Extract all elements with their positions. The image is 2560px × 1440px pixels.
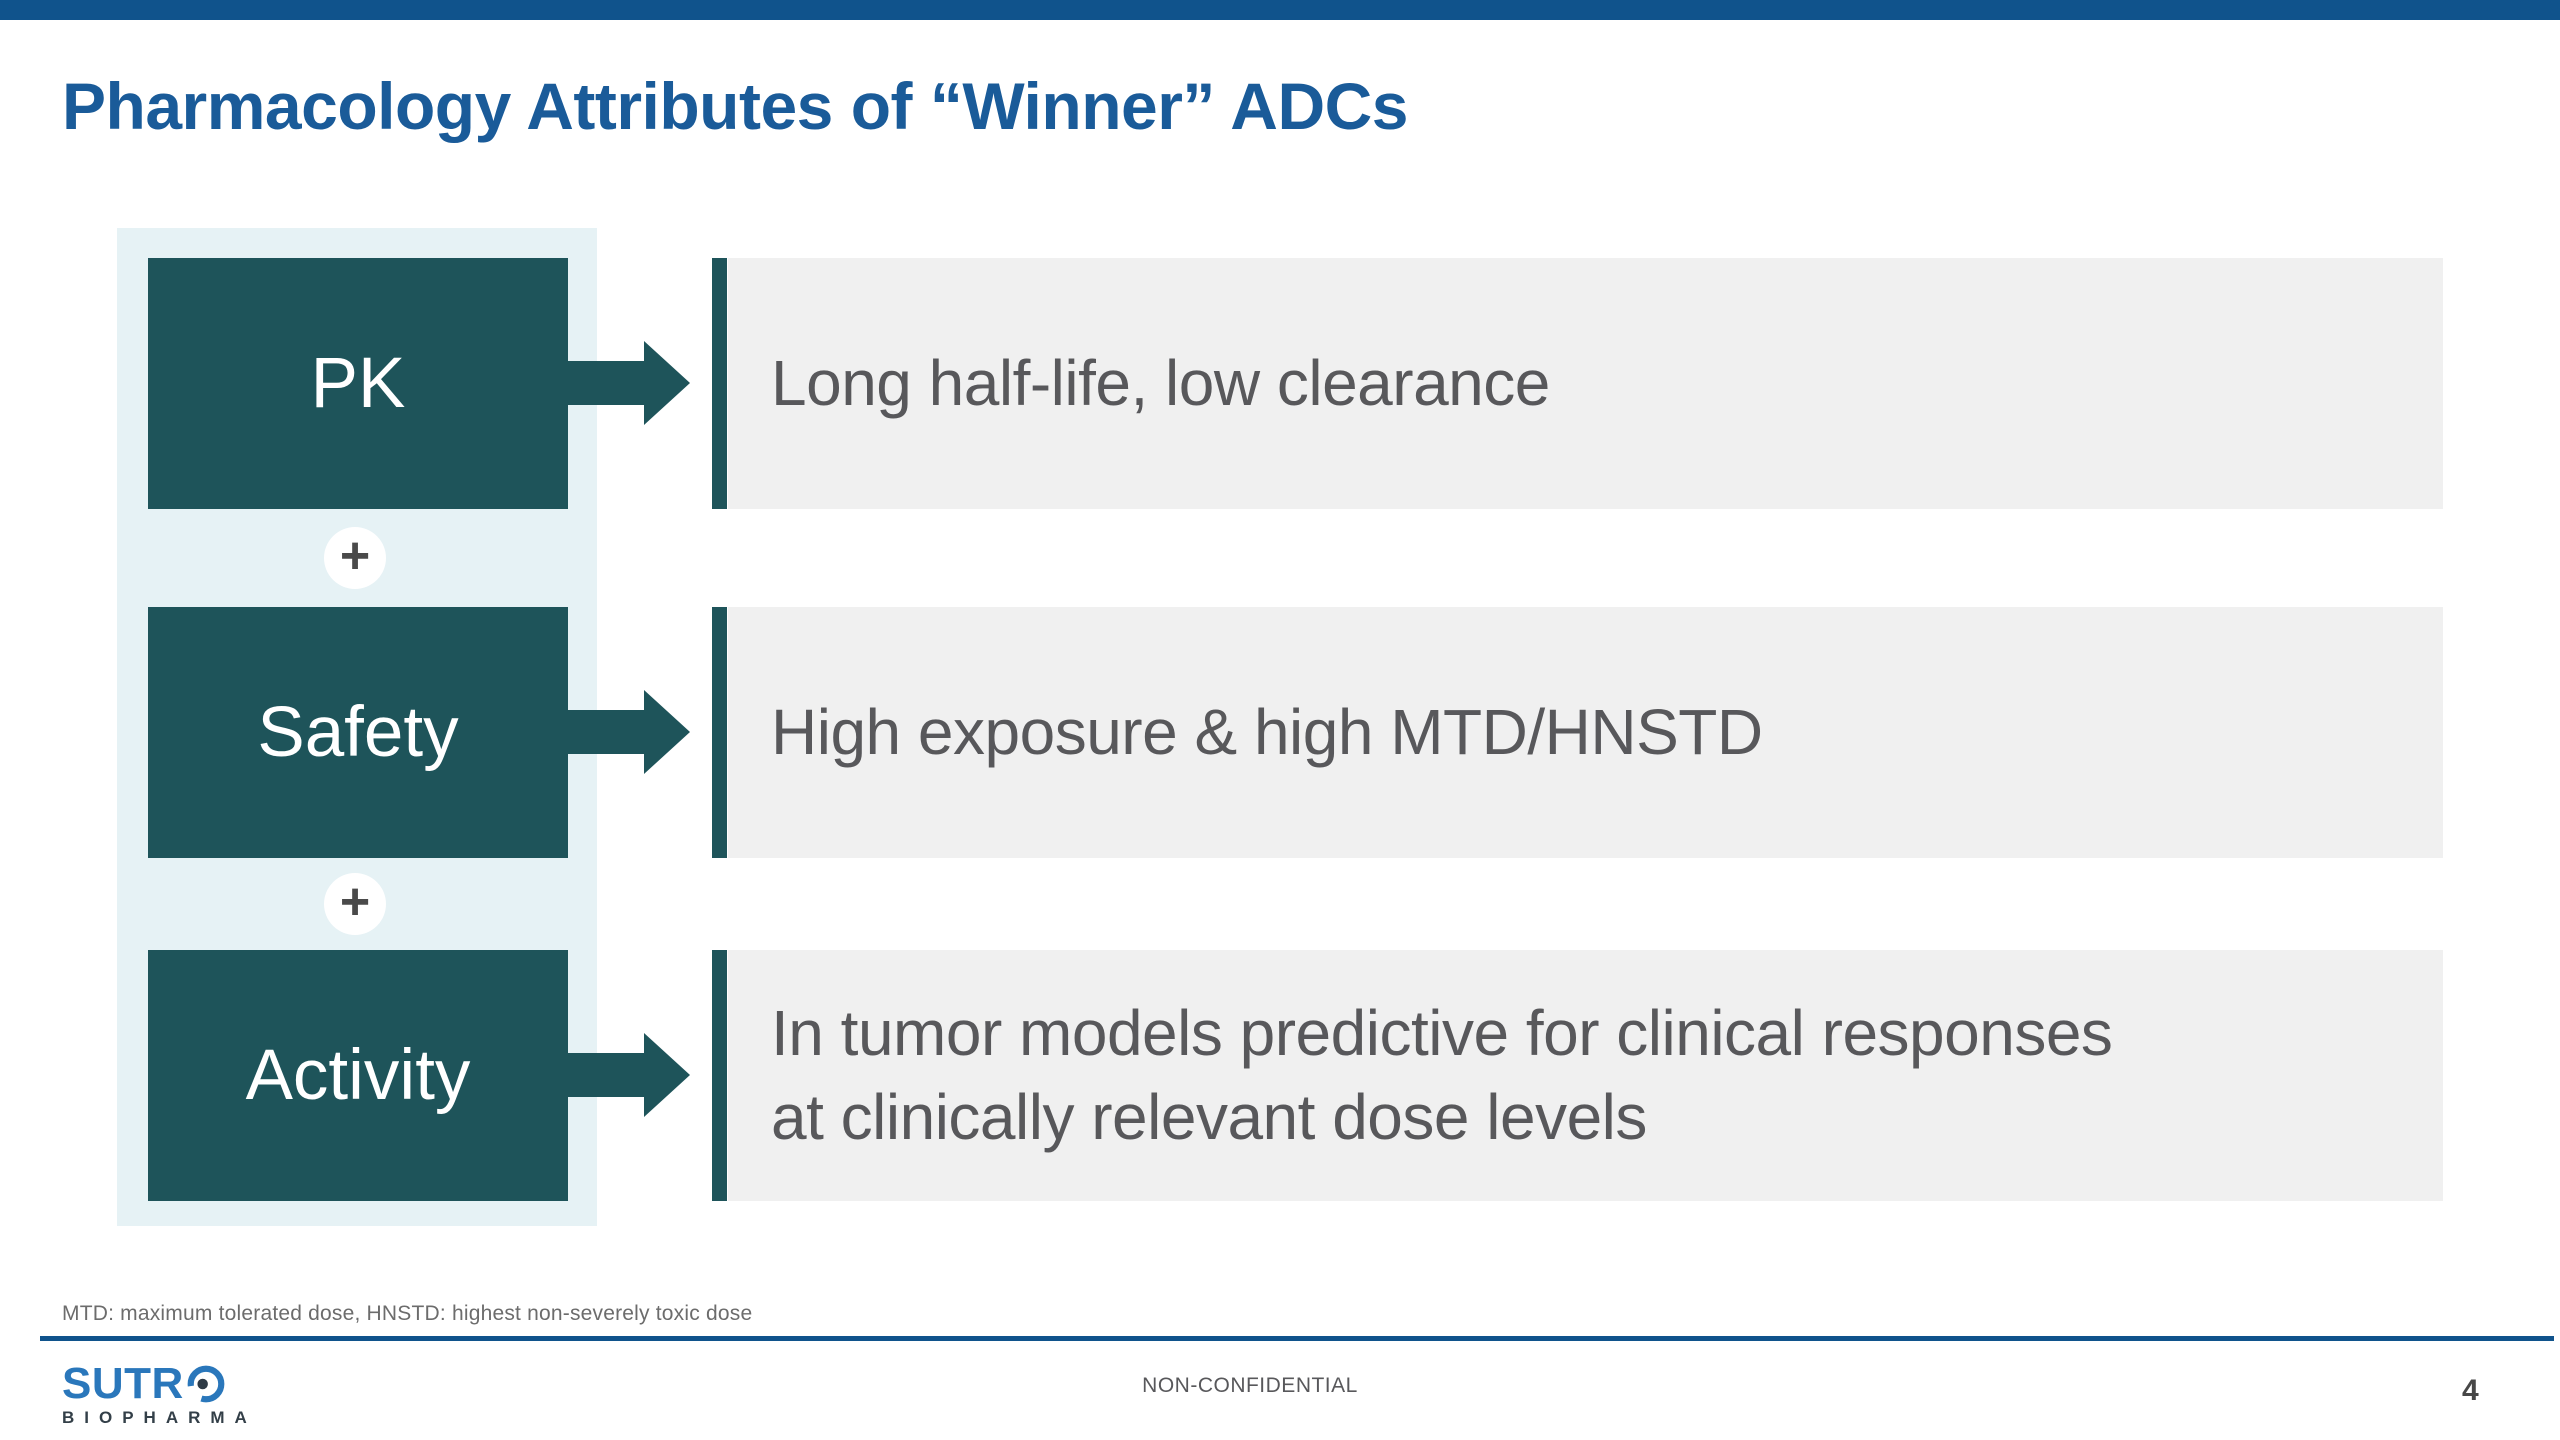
logo-o-icon [187,1365,225,1403]
plus-icon: + [324,527,386,589]
sutro-logo: SUTR BIOPHARMA [62,1362,257,1427]
footer-divider [40,1336,2554,1341]
safety-label: Safety [257,693,459,772]
pk-box: PK [148,258,568,509]
activity-label: Activity [245,1036,471,1115]
accent-divider [712,607,727,858]
activity-description-box: In tumor models predictive for clinical … [728,950,2443,1201]
arrow-right-icon [566,690,691,774]
pk-label: PK [310,344,406,423]
accent-divider [712,950,727,1201]
plus-icon: + [324,873,386,935]
top-accent-bar [0,0,2560,20]
footnote: MTD: maximum tolerated dose, HNSTD: high… [62,1302,753,1325]
pk-description: Long half-life, low clearance [771,346,1550,419]
safety-description: High exposure & high MTD/HNSTD [771,695,1763,768]
logo-wordmark: SUTR [62,1362,257,1406]
safety-description-box: High exposure & high MTD/HNSTD [728,607,2443,858]
accent-divider [712,258,727,509]
slide-title: Pharmacology Attributes of “Winner” ADCs [62,69,1409,143]
arrow-right-icon [566,1033,691,1117]
logo-subtext: BIOPHARMA [62,1408,257,1427]
classification-label: NON-CONFIDENTIAL [1142,1374,1358,1397]
activity-description: In tumor models predictive for clinical … [771,997,2113,1153]
pk-description-box: Long half-life, low clearance [728,258,2443,509]
safety-box: Safety [148,607,568,858]
activity-box: Activity [148,950,568,1201]
arrow-right-icon [566,341,691,425]
page-number: 4 [2462,1374,2479,1407]
